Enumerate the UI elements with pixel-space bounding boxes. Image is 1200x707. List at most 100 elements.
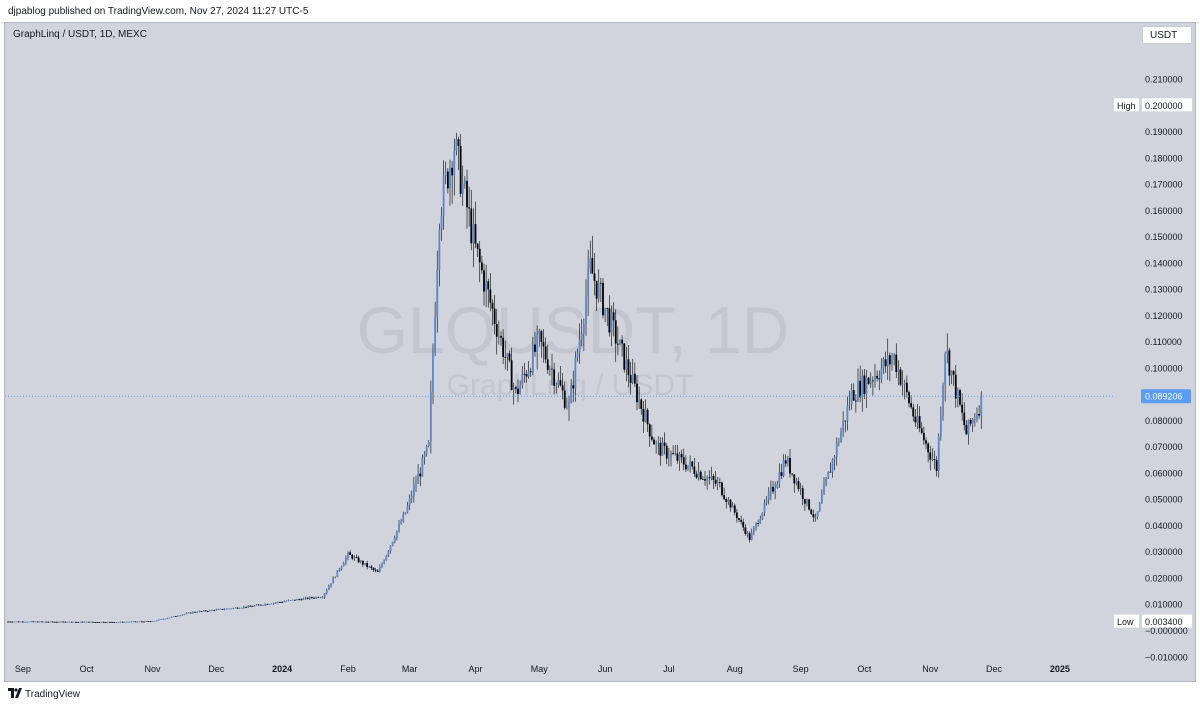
candle-body (372, 568, 375, 570)
candle-body (342, 563, 345, 567)
candle-body (597, 282, 600, 299)
candle-body (9, 621, 12, 623)
candle-body (886, 355, 889, 367)
candle-body (162, 618, 165, 620)
candle-body (315, 597, 318, 599)
time-tick-label: Dec (208, 664, 225, 674)
candle-body (43, 621, 46, 623)
candle-body (797, 481, 800, 490)
candle-body (208, 610, 211, 612)
candle-body (812, 514, 815, 518)
candle-body (931, 459, 934, 460)
candle-body (829, 471, 832, 473)
candle-body (667, 457, 670, 459)
candle-body (780, 472, 783, 477)
candle-body (143, 621, 145, 623)
candle-body (631, 373, 634, 383)
low-value-box (1142, 614, 1192, 628)
price-tick-label: −0.010000 (1145, 652, 1188, 662)
candle-body (249, 605, 252, 607)
candle-body (215, 609, 218, 611)
time-tick-label: 2025 (1050, 664, 1070, 674)
candle-body (842, 420, 845, 432)
price-axis[interactable]: 0.210000 0.190000 0.180000 0.170000 0.160000… (1145, 75, 1188, 663)
price-tick-label: 0.170000 (1145, 180, 1183, 190)
candle-body (293, 599, 296, 601)
candle-body (642, 408, 645, 422)
candle-body (198, 611, 201, 613)
candle-body (213, 610, 216, 611)
footer-bar (0, 682, 1200, 707)
candle-body (291, 599, 294, 601)
candle-body (852, 389, 855, 401)
chart-panel[interactable]: GLQUSDT, 1D GraphLinq / USDT 0.210000 0.1… (4, 22, 1196, 682)
candle-body (228, 608, 230, 610)
candle-body (595, 280, 598, 299)
price-tick-label: −0.000000 (1145, 626, 1188, 636)
candle-body (115, 622, 118, 623)
candle-body (846, 405, 849, 421)
candle-body (191, 611, 194, 614)
candle-body (140, 621, 143, 623)
candle-body (578, 339, 581, 353)
candle-body (17, 621, 20, 623)
candle-body (776, 483, 779, 489)
low-box (1114, 614, 1139, 628)
candle-body (66, 622, 69, 623)
candle-body (684, 464, 687, 470)
candle-body (978, 414, 981, 416)
price-tick-label: 0.120000 (1145, 311, 1183, 321)
candle-body (880, 368, 883, 380)
candle-body (19, 621, 22, 623)
candle-body (287, 600, 290, 602)
candle-body (676, 453, 679, 461)
candle-body (153, 620, 156, 622)
candle-body (168, 617, 171, 619)
candle-body (657, 442, 660, 444)
candle-body (395, 530, 398, 538)
candle-body (939, 415, 942, 436)
tradingview-logo-icon[interactable] (8, 688, 22, 698)
currency-button[interactable]: USDT (1142, 26, 1192, 44)
candle-body (655, 443, 658, 445)
candle-body (963, 412, 966, 426)
symbol-legend[interactable]: GraphLinq / USDT, 1D, MEXC (13, 29, 147, 40)
candle-body (60, 621, 63, 623)
candle-body (330, 583, 332, 587)
candle-body (415, 483, 417, 486)
candle-body (49, 621, 52, 623)
price-chart[interactable]: GLQUSDT, 1D GraphLinq / USDT 0.210000 0.1… (5, 23, 1195, 681)
candle-body (285, 601, 288, 602)
candle-body (223, 609, 226, 610)
candle-body (772, 486, 774, 492)
candle-body (755, 523, 757, 528)
candle-body (166, 618, 169, 619)
time-tick-label: 2024 (272, 664, 292, 674)
candle-body (47, 621, 50, 623)
candle-body (888, 355, 891, 365)
candle-body (126, 621, 128, 623)
candle-body (568, 402, 570, 408)
candle-body (366, 563, 369, 567)
candle-body (72, 621, 75, 623)
candle-body (230, 608, 233, 610)
candle-body (113, 622, 116, 623)
candle-body (11, 621, 14, 623)
candle-body (750, 532, 753, 540)
candle-body (895, 354, 898, 373)
candle-body (884, 359, 887, 367)
candle-body (308, 597, 311, 599)
candle-body (272, 602, 275, 604)
candle-body (950, 370, 953, 376)
candle-body (442, 175, 445, 216)
tradingview-brand[interactable]: TradingView (25, 689, 81, 700)
candle-body (317, 597, 320, 598)
candle-body (965, 425, 968, 435)
candle-body (177, 615, 179, 617)
time-tick-label: Oct (857, 664, 872, 674)
candle-body (138, 621, 141, 623)
candle-body (325, 590, 328, 594)
candle-body (355, 557, 358, 558)
candle-body (504, 356, 507, 358)
time-axis[interactable]: Sep Oct Nov Dec 2024 Feb Mar Apr May Jun Jul Aug Sep… (15, 664, 1070, 674)
